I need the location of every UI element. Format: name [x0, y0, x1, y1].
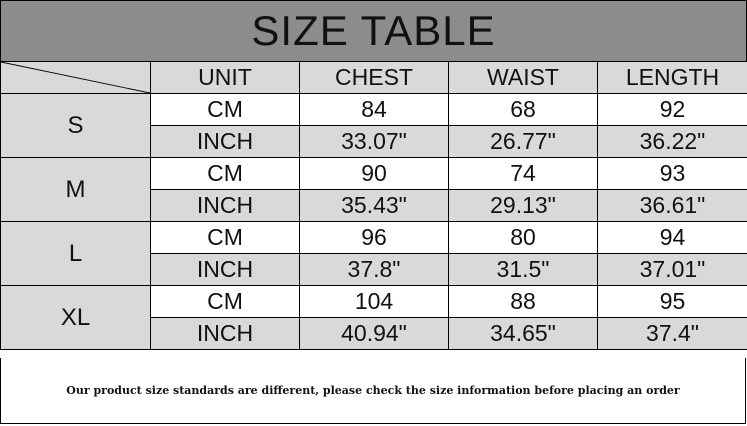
- length-cell: 95: [597, 285, 747, 318]
- unit-cell: CM: [150, 221, 300, 254]
- table-row: INCH 37.8" 31.5" 37.01": [1, 253, 747, 286]
- header-length: LENGTH: [597, 61, 747, 94]
- size-label: S: [0, 93, 151, 158]
- waist-cell: 31.5": [448, 253, 598, 286]
- waist-cell: 26.77": [448, 125, 598, 158]
- size-table: UNIT CHEST WAIST LENGTH S CM 84 68 92 INCH 33.…: [0, 61, 747, 350]
- unit-cell: INCH: [150, 189, 300, 222]
- corner-cell: [0, 61, 151, 94]
- table-row: L CM 96 80 94: [0, 221, 747, 286]
- length-cell: 37.01": [597, 253, 747, 286]
- waist-cell: 34.65": [448, 317, 598, 350]
- chest-cell: 33.07": [299, 125, 449, 158]
- waist-cell: 80: [448, 221, 598, 254]
- chest-cell: 104: [299, 285, 449, 318]
- unit-cell: INCH: [150, 317, 300, 350]
- chest-cell: 84: [299, 93, 449, 126]
- header-waist: WAIST: [448, 61, 598, 94]
- size-label: XL: [0, 285, 151, 350]
- length-cell: 36.61": [597, 189, 747, 222]
- header-chest: CHEST: [299, 61, 449, 94]
- unit-cell: CM: [150, 93, 300, 126]
- unit-cell: CM: [150, 285, 300, 318]
- waist-cell: 68: [448, 93, 598, 126]
- waist-cell: 74: [448, 157, 598, 190]
- header-unit: UNIT: [150, 61, 300, 94]
- table-row: M CM 90 74 93: [0, 157, 747, 222]
- chest-cell: 90: [299, 157, 449, 190]
- size-label: L: [0, 221, 151, 286]
- chest-cell: 96: [299, 221, 449, 254]
- length-cell: 37.4": [597, 317, 747, 350]
- footer-note: Our product size standards are different…: [0, 358, 746, 424]
- table-row: S CM 84 68 92: [0, 93, 747, 158]
- table-row: INCH 35.43" 29.13" 36.61": [1, 189, 747, 222]
- length-cell: 93: [597, 157, 747, 190]
- table-row: INCH 40.94" 34.65" 37.4": [1, 317, 747, 350]
- unit-cell: INCH: [150, 125, 300, 158]
- length-cell: 36.22": [597, 125, 747, 158]
- chest-cell: 40.94": [299, 317, 449, 350]
- unit-cell: INCH: [150, 253, 300, 286]
- table-row: INCH 33.07" 26.77" 36.22": [1, 125, 747, 158]
- length-cell: 92: [597, 93, 747, 126]
- unit-cell: CM: [150, 157, 300, 190]
- page-title: SIZE TABLE: [0, 0, 747, 61]
- chest-cell: 35.43": [299, 189, 449, 222]
- table-row: XL CM 104 88 95: [0, 285, 747, 350]
- waist-cell: 88: [448, 285, 598, 318]
- waist-cell: 29.13": [448, 189, 598, 222]
- chest-cell: 37.8": [299, 253, 449, 286]
- length-cell: 94: [597, 221, 747, 254]
- size-label: M: [0, 157, 151, 222]
- header-row: UNIT CHEST WAIST LENGTH: [0, 61, 747, 94]
